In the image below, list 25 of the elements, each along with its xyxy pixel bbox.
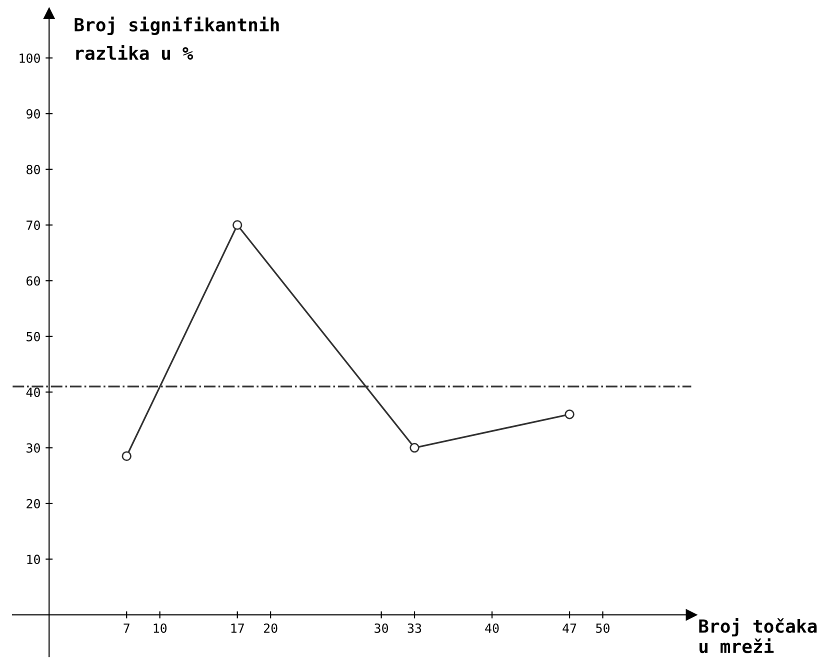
point (232, 220, 242, 230)
x-tick-label: 20 (264, 623, 278, 633)
point (122, 451, 132, 461)
y-tick-label: 10 (27, 554, 40, 564)
y-tick-label: 30 (26, 443, 40, 453)
x-tick-label: 17 (231, 624, 244, 633)
x-tick-label: 30 (374, 623, 388, 633)
x-tick-label: 50 (596, 623, 610, 633)
x-tick-label: 47 (562, 624, 576, 633)
y-axis-title: Broj signifikantnih razlika u % (74, 16, 279, 60)
x-tick-label: 10 (154, 623, 167, 633)
y-tick-label: 90 (26, 109, 40, 119)
y-tick-label: 50 (26, 332, 40, 342)
y-tick-label: 60 (26, 276, 40, 286)
y-tick-label: 100 (20, 53, 40, 63)
y-tick-label: 70 (26, 220, 40, 230)
x-tick-label: 7 (124, 624, 130, 633)
y-tick-label: 40 (26, 388, 40, 398)
y-tick-label: 20 (26, 498, 40, 508)
point (410, 442, 420, 453)
x-tick-label: 33 (408, 623, 422, 633)
y-tick-label: 80 (26, 164, 40, 174)
x-axis-title: Broj točaka u mreži (699, 618, 817, 654)
point (564, 409, 574, 420)
x-tick-label: 40 (485, 623, 499, 633)
